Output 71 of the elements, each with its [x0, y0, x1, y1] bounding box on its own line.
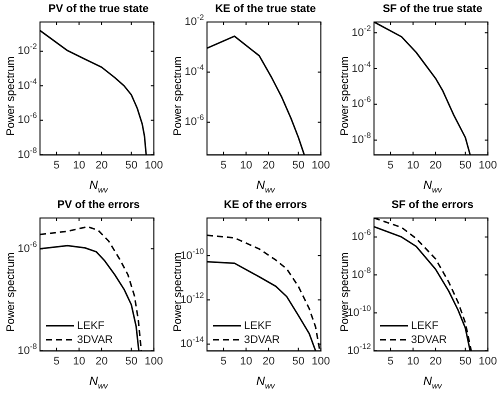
y-tick-label: 10$^{-8}$	[352, 131, 371, 148]
legend-label: LEKF	[244, 320, 272, 332]
y-tick-label: 10$^{-2}$	[352, 24, 371, 41]
x-axis-title: N$_{wv}$	[255, 374, 276, 390]
x-tick-label: 10	[240, 355, 252, 368]
x-tick-label: 50	[292, 159, 304, 172]
x-tick-label: 10	[72, 159, 86, 172]
y-tick-label: 10$^{-2}$	[18, 42, 37, 60]
x-tick-label: 100	[144, 159, 164, 172]
chart-title: PV of the errors	[56, 199, 141, 211]
x-tick-label: 5	[54, 159, 60, 172]
y-tick-label: 10$^{-8}$	[352, 266, 371, 283]
x-axis-title: N$_{wv}$	[422, 374, 443, 390]
x-tick-label: 100	[478, 159, 498, 172]
x-tick-label: 10	[240, 159, 252, 172]
y-axis-title: Power spectrum	[5, 251, 17, 334]
x-tick-label: 20	[429, 159, 442, 172]
chart-title: PV of the true state	[47, 3, 150, 15]
y-tick-label: 10$^{-10}$	[347, 304, 371, 319]
x-tick-label: 5	[220, 159, 227, 172]
x-tick-label: 20	[95, 159, 108, 172]
legend-label: 3DVAR	[77, 334, 113, 346]
y-axis-title: Power spectrum	[339, 55, 351, 138]
y-tick-label: 10$^{-8}$	[18, 146, 37, 163]
chart-title: SF of the true state	[382, 3, 484, 15]
x-tick-label: 50	[459, 355, 472, 368]
x-tick-label: 50	[125, 355, 138, 368]
x-tick-label: 20	[262, 355, 275, 368]
x-tick-label: 10	[406, 355, 420, 368]
y-tick-label: 10$^{-14}$	[180, 335, 204, 352]
chart-title: KE of the true state	[215, 3, 316, 15]
y-tick-label: 10$^{-8}$	[18, 342, 37, 359]
y-tick-label: 10$^{-6}$	[352, 228, 371, 245]
y-axis-title: Power spectrum	[5, 55, 17, 138]
y-tick-label: 10$^{-4}$	[352, 60, 371, 77]
x-tick-label: 10	[406, 159, 420, 172]
x-axis-title: N$_{wv}$	[88, 178, 109, 194]
chart-title: KE of the errors	[222, 199, 308, 211]
x-tick-label: 100	[144, 355, 164, 368]
x-tick-label: 100	[312, 355, 330, 368]
chart-title: SF of the errors	[390, 199, 474, 211]
x-tick-label: 100	[312, 159, 330, 172]
x-axis-title: N$_{wv}$	[88, 374, 109, 390]
x-tick-label: 50	[125, 159, 138, 172]
legend-label: 3DVAR	[244, 334, 280, 346]
y-tick-label: 10$^{-6}$	[184, 113, 204, 130]
y-tick-label: 10$^{-4}$	[18, 76, 37, 94]
x-tick-label: 20	[95, 355, 108, 368]
x-tick-label: 5	[220, 355, 227, 368]
legend-label: 3DVAR	[411, 334, 447, 346]
x-tick-label: 50	[292, 355, 304, 368]
x-axis-title: N$_{wv}$	[422, 178, 443, 194]
y-axis-title: Power spectrum	[172, 55, 184, 138]
x-tick-label: 10	[72, 355, 86, 368]
x-tick-label: 5	[388, 159, 394, 172]
legend-label: LEKF	[77, 320, 105, 332]
y-tick-label: 10$^{-6}$	[18, 111, 37, 128]
x-tick-label: 5	[54, 355, 60, 368]
x-axis-title: N$_{wv}$	[255, 178, 276, 194]
y-tick-label: 10$^{-12}$	[347, 342, 371, 359]
x-tick-label: 100	[478, 355, 498, 368]
x-tick-label: 20	[429, 355, 442, 368]
y-tick-label: 10$^{-10}$	[180, 246, 204, 262]
x-tick-label: 5	[388, 355, 394, 368]
legend-label: LEKF	[411, 320, 439, 332]
y-tick-label: 10$^{-2}$	[184, 13, 204, 30]
x-tick-label: 20	[262, 159, 275, 172]
x-tick-label: 50	[459, 159, 472, 172]
y-tick-label: 10$^{-4}$	[184, 63, 204, 80]
y-tick-label: 10$^{-6}$	[352, 95, 371, 112]
y-tick-label: 10$^{-6}$	[18, 240, 37, 257]
